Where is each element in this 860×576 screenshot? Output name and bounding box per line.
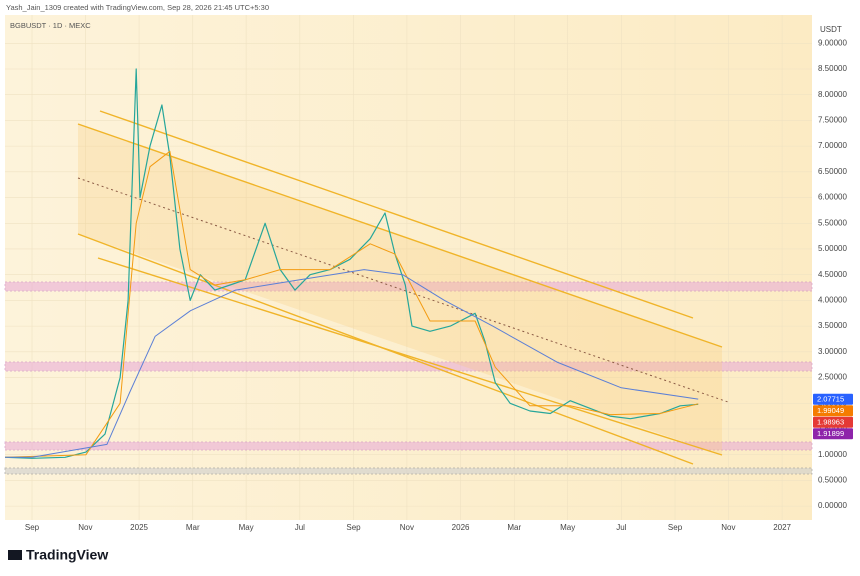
y-tick-label: 7.00000 (818, 141, 847, 150)
channel-line (97, 257, 723, 456)
price-badge (813, 428, 853, 440)
symbol: BGBUSDT · 1D · MEXC (10, 21, 91, 30)
channel-line (77, 233, 694, 465)
y-tick-label: 4.00000 (818, 296, 847, 305)
x-tick-label: Mar (507, 523, 521, 532)
y-tick-label: 3.00000 (818, 347, 847, 356)
y-tick-label: 3.50000 (818, 321, 847, 330)
x-tick-label: 2027 (773, 523, 791, 532)
x-tick-label: Mar (186, 523, 200, 532)
y-tick-label: 9.00000 (818, 38, 847, 47)
x-tick-label: Jul (295, 523, 305, 532)
plot-background (5, 15, 812, 520)
credit: Yash_Jain_1309 created with TradingView.… (6, 3, 269, 12)
price-label: 1.99049 (817, 406, 844, 415)
x-tick-label: Sep (346, 523, 361, 532)
x-tick-label: May (239, 523, 254, 532)
price-label: 1.98963 (817, 417, 844, 426)
x-tick-label: Jul (616, 523, 626, 532)
x-tick-label: Nov (721, 523, 735, 532)
channel-line (77, 123, 723, 348)
resistance-zone (4, 361, 813, 372)
x-tick-label: 2025 (130, 523, 148, 532)
price-label: 2.07715 (817, 394, 844, 403)
x-tick-label: Nov (400, 523, 414, 532)
logo-mark (8, 550, 22, 560)
x-tick-label: Sep (25, 523, 40, 532)
grid (5, 15, 812, 520)
x-tick-label: May (560, 523, 575, 532)
support-zone (4, 441, 813, 451)
channel-line (99, 110, 694, 319)
y-tick-label: 0.50000 (818, 476, 847, 485)
series-line (4, 68, 699, 459)
y-tick-label: 8.00000 (818, 90, 847, 99)
y-tick-label: 8.50000 (818, 64, 847, 73)
price-badge (813, 416, 853, 428)
channel-fill (78, 124, 722, 455)
resistance-zone (4, 281, 813, 292)
support-zone (4, 467, 813, 475)
y-tick-label: 0.00000 (818, 501, 847, 510)
logo: TradingView (8, 547, 108, 563)
logo-text: TradingView (26, 547, 108, 563)
x-tick-label: Nov (78, 523, 92, 532)
y-tick-label: 5.00000 (818, 244, 847, 253)
series-line (4, 150, 699, 458)
series-line (5, 269, 699, 458)
price-badge (813, 405, 853, 417)
y-tick-label: 1.00000 (818, 450, 847, 459)
series-group (4, 68, 699, 459)
price-label: 1.91899 (817, 429, 844, 438)
x-tick-label: Sep (668, 523, 683, 532)
y-tick-label: 6.00000 (818, 193, 847, 202)
price-badge (813, 393, 853, 405)
y-tick-label: 5.50000 (818, 218, 847, 227)
y-tick-label: 2.50000 (818, 373, 847, 382)
y-tick-label: 4.50000 (818, 270, 847, 279)
currency: USDT (820, 25, 842, 34)
y-tick-label: 6.50000 (818, 167, 847, 176)
x-tick-label: 2026 (452, 523, 470, 532)
y-tick-label: 7.50000 (818, 116, 847, 125)
